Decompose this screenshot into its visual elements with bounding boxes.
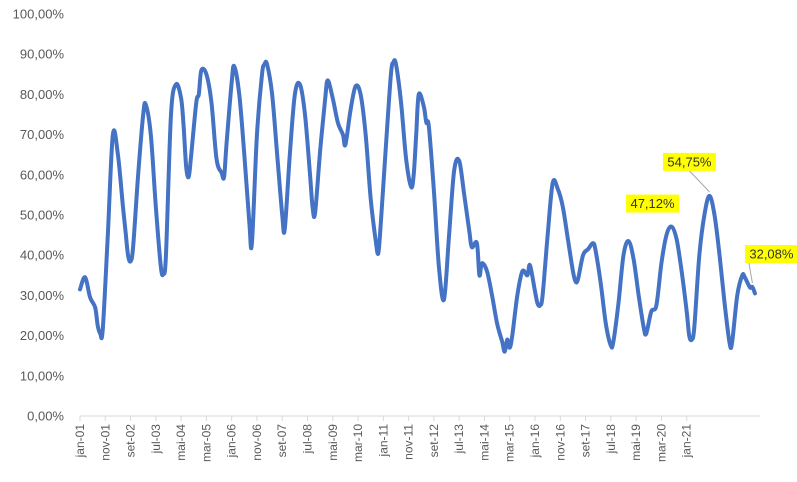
x-tick-label: jul-03 (149, 424, 163, 455)
annotation-leader-line (689, 170, 710, 193)
y-tick-label: 40,00% (20, 248, 65, 263)
x-tick-label: nov-01 (98, 424, 112, 461)
annotation-highlight (626, 194, 680, 213)
y-tick-label: 10,00% (20, 368, 65, 383)
y-tick-label: 20,00% (20, 328, 65, 343)
x-tick-label: jul-08 (301, 424, 315, 455)
x-tick-label: mar-05 (199, 424, 213, 462)
x-tick-label: mar-10 (351, 424, 365, 462)
series-layer (78, 58, 757, 354)
y-tick-label: 70,00% (20, 127, 65, 142)
x-tick-label: jan-01 (73, 424, 87, 459)
x-tick-label: nov-16 (553, 424, 567, 461)
y-tick-label: 30,00% (20, 288, 65, 303)
annotation-label: 54,75% (667, 154, 712, 169)
x-tick-label: jul-13 (452, 424, 466, 455)
annotation-leader-line (748, 262, 753, 284)
x-tick-label: mar-15 (503, 424, 517, 462)
x-tick-label: set-12 (427, 424, 441, 458)
y-tick-label: 60,00% (20, 167, 65, 182)
x-tick-label: mai-19 (629, 424, 643, 461)
y-tick-label: 100,00% (13, 7, 65, 22)
x-tick-label: jan-21 (680, 424, 694, 459)
x-axis: jan-01 nov-01 set-02 jul-03 mai-04 mar-05 jan-… (73, 416, 694, 462)
x-tick-label: jan-06 (225, 424, 239, 459)
annotation-highlight (744, 245, 797, 264)
x-tick-label: set-07 (275, 424, 289, 458)
x-tick-label: jan-16 (528, 424, 542, 459)
x-tick-label: mai-04 (174, 424, 188, 461)
x-tick-label: jul-18 (604, 424, 618, 455)
annotation-layer: 47,12% 54,75% 32,08% (626, 152, 797, 284)
x-tick-label: mar-20 (654, 424, 668, 462)
annotation-label: 47,12% (630, 196, 675, 211)
annotation-label: 32,08% (749, 247, 794, 262)
x-tick-label: set-17 (579, 424, 593, 458)
x-tick-label: jan-11 (376, 424, 390, 458)
x-tick-label: mai-09 (326, 424, 340, 461)
x-tick-label: nov-06 (250, 424, 264, 461)
y-axis: 0,00% 10,00% 20,00% 30,00% 40,00% 50,00% 60,00… (13, 7, 65, 424)
annotation-highlight (662, 152, 716, 171)
y-tick-label: 80,00% (20, 87, 65, 102)
y-tick-label: 90,00% (20, 47, 65, 62)
x-tick-label: set-02 (124, 424, 138, 458)
y-tick-label: 0,00% (27, 409, 64, 424)
x-tick-label: mai-14 (477, 424, 491, 461)
series-line (78, 58, 757, 354)
y-tick-label: 50,00% (20, 208, 65, 223)
x-tick-label: nov-11 (402, 424, 416, 460)
